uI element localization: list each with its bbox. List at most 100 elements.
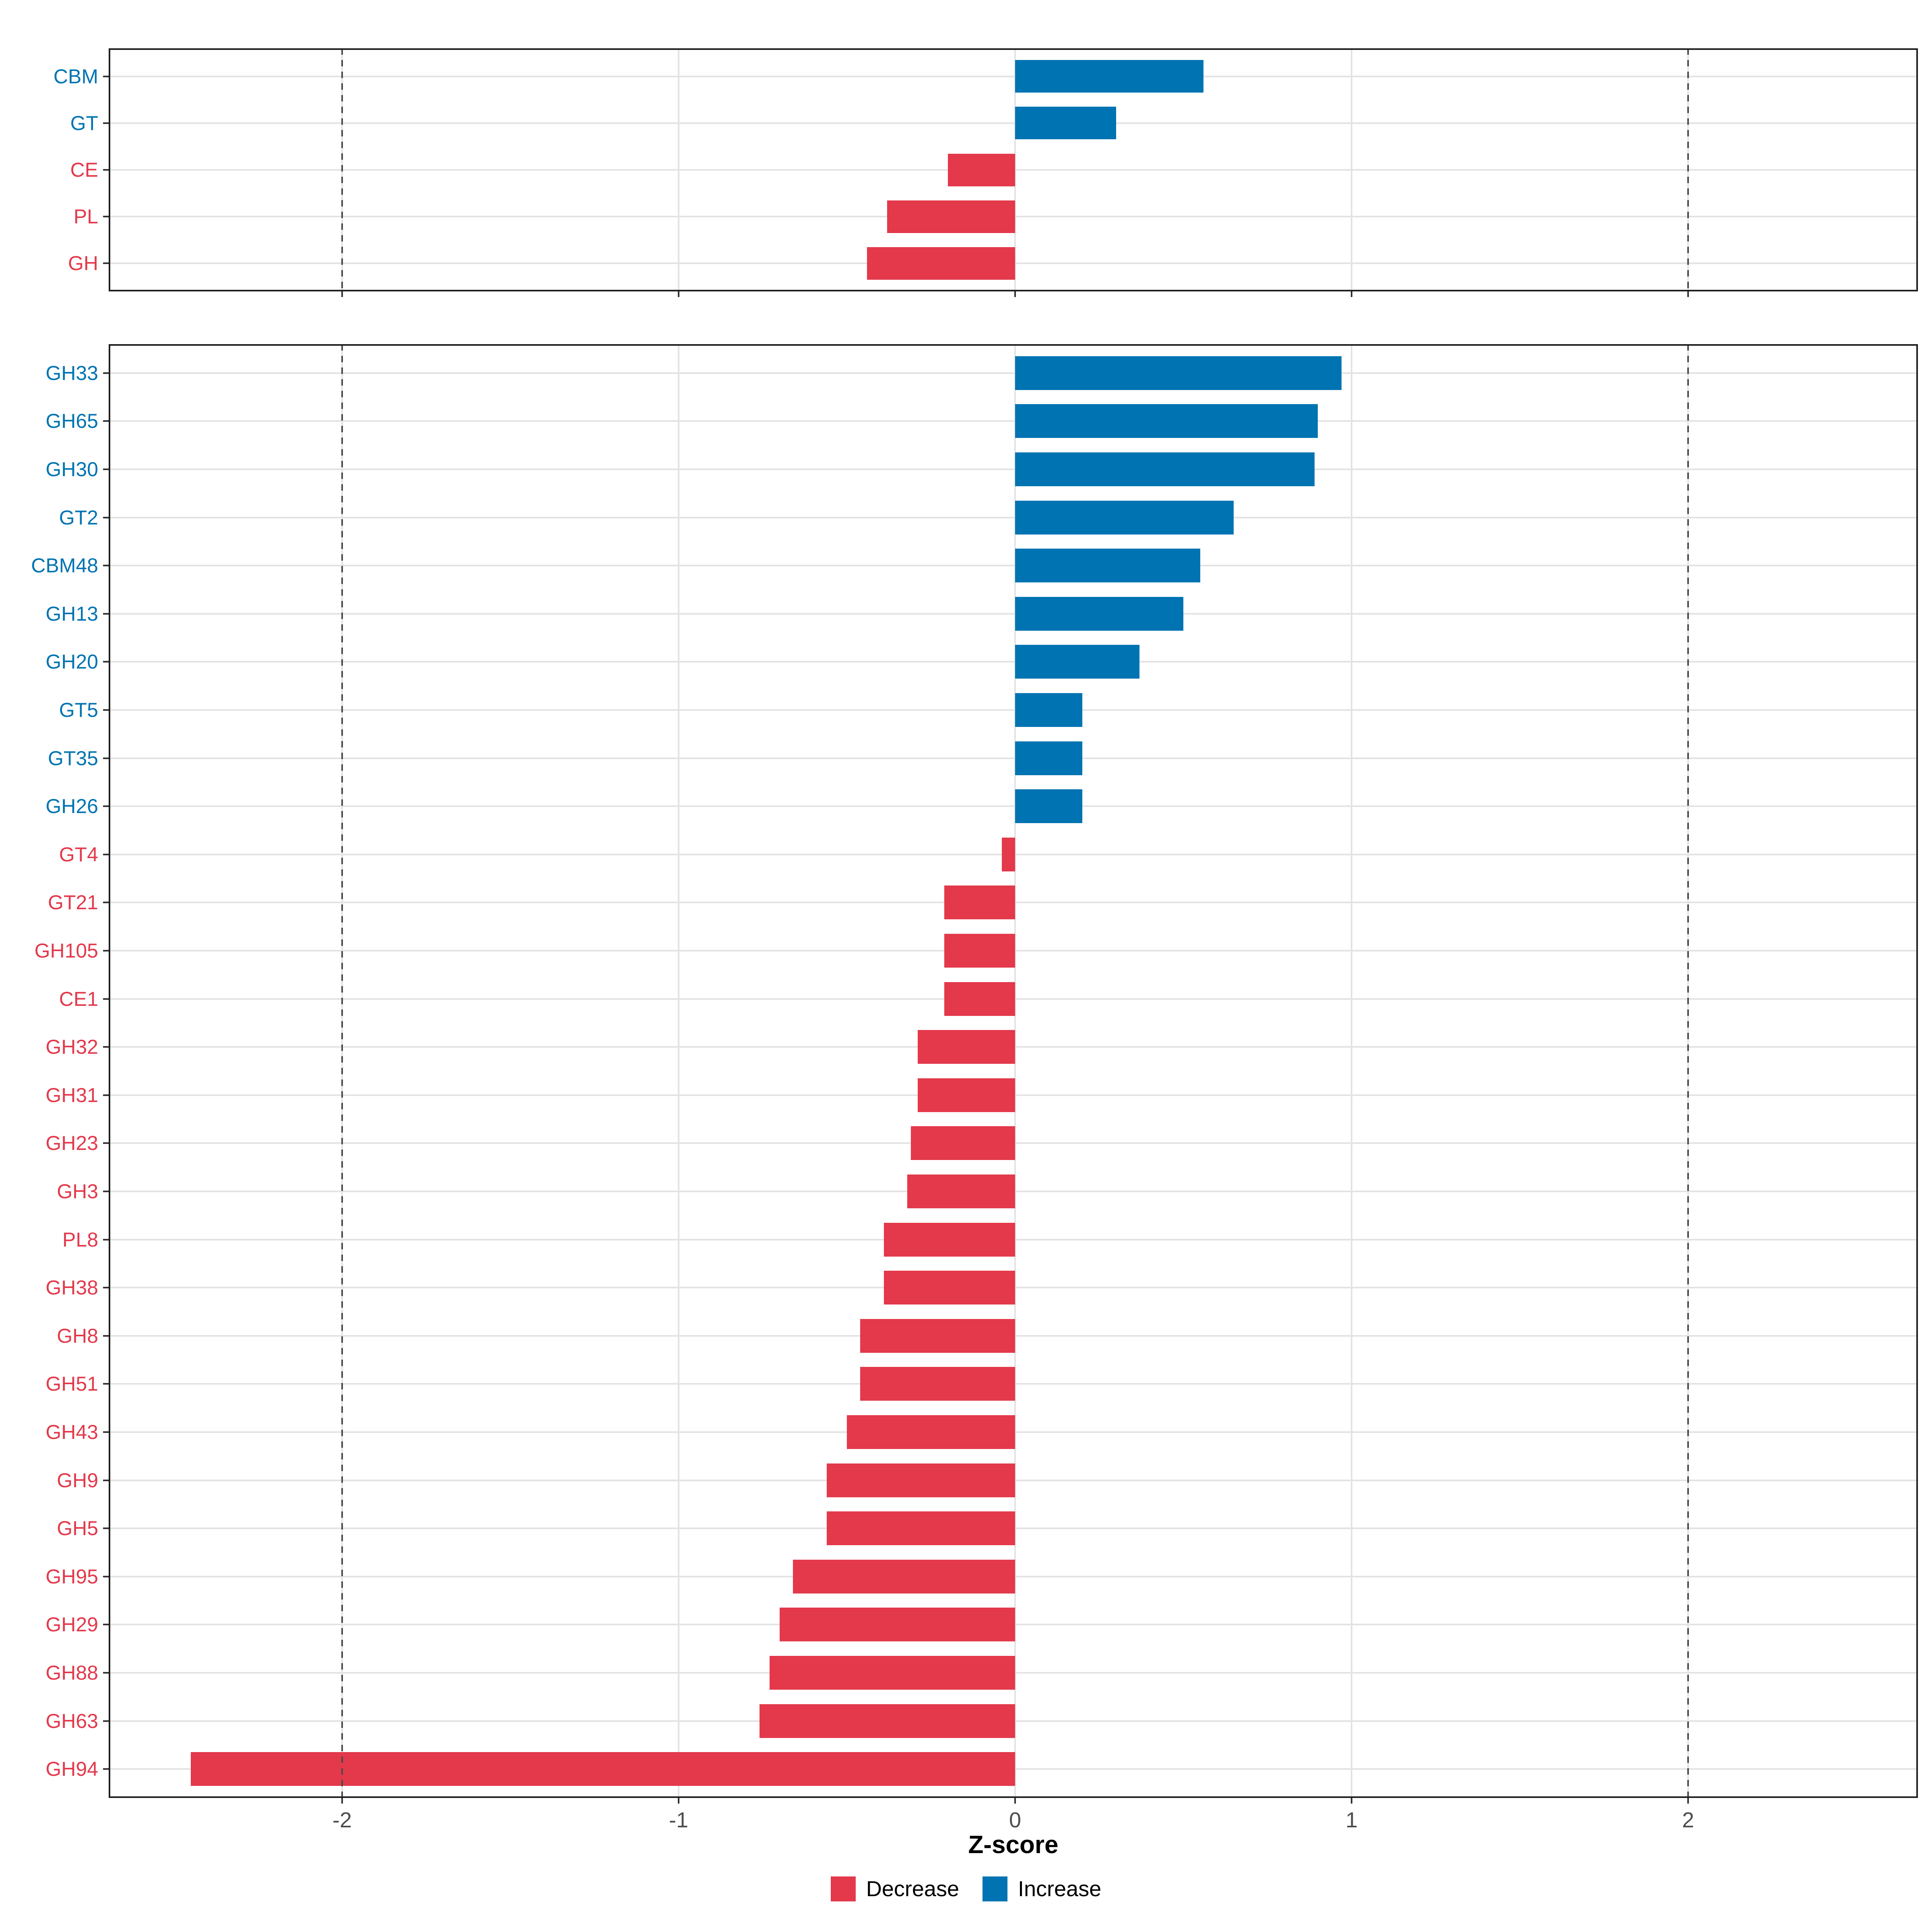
bar-GH51 [860, 1367, 1015, 1401]
category-label-GH26: GH26 [45, 795, 98, 818]
x-axis-tick [1351, 1798, 1352, 1804]
y-gridline [109, 661, 1918, 663]
bar-PL [887, 200, 1015, 233]
x-axis-tick [1687, 291, 1689, 297]
bar-GH5 [826, 1511, 1015, 1545]
bar-GT [1015, 107, 1116, 139]
y-axis-tick [103, 565, 109, 567]
y-axis-tick [103, 122, 109, 124]
decrease-swatch-icon [830, 1876, 856, 1901]
category-label-GH105: GH105 [34, 939, 98, 962]
bar-CE [947, 154, 1015, 186]
bar-GH13 [1015, 597, 1183, 631]
y-axis-tick [103, 709, 109, 711]
x-axis-title: Z-score [968, 1831, 1059, 1859]
category-label-CE1: CE1 [59, 987, 98, 1010]
y-gridline [109, 757, 1918, 759]
y-axis-tick [103, 1142, 109, 1144]
bar-GT21 [944, 886, 1015, 919]
bar-GT35 [1015, 741, 1083, 775]
y-axis-tick [103, 1575, 109, 1577]
reference-line [1687, 344, 1689, 1798]
category-label-GH43: GH43 [45, 1421, 98, 1444]
bar-GH8 [860, 1319, 1015, 1353]
category-label-GT4: GT4 [59, 843, 98, 866]
category-label-GH51: GH51 [45, 1373, 98, 1395]
y-axis-tick [103, 1335, 109, 1337]
bar-GH63 [759, 1704, 1015, 1738]
y-axis-tick [103, 169, 109, 171]
bar-GH23 [910, 1126, 1015, 1160]
increase-swatch-icon [982, 1876, 1007, 1901]
y-axis-tick [103, 75, 109, 77]
legend-item-increase: Increase [982, 1876, 1102, 1901]
category-label-GH32: GH32 [45, 1036, 98, 1059]
category-label-GH38: GH38 [45, 1276, 98, 1299]
x-axis-tick [341, 291, 343, 297]
y-gridline [109, 372, 1918, 374]
y-axis-tick [103, 1624, 109, 1626]
y-gridline [109, 75, 1918, 77]
y-axis-tick [103, 1191, 109, 1192]
bar-CBM48 [1015, 549, 1200, 582]
legend-label-increase: Increase [1018, 1877, 1102, 1901]
y-axis-tick [103, 1720, 109, 1722]
y-gridline [109, 613, 1918, 615]
y-gridline [109, 805, 1918, 807]
y-axis-tick [103, 661, 109, 663]
y-gridline [109, 122, 1918, 124]
bar-GH20 [1015, 645, 1140, 679]
x-tick-label-0: 0 [1009, 1808, 1022, 1832]
bar-GH88 [769, 1656, 1015, 1690]
category-label-GH31: GH31 [45, 1084, 98, 1106]
bar-GT5 [1015, 693, 1083, 727]
x-gridline [1014, 344, 1016, 1798]
bar-GH95 [793, 1560, 1015, 1593]
category-label-GH3: GH3 [57, 1180, 98, 1203]
category-label-GH95: GH95 [45, 1565, 98, 1588]
y-axis-tick [103, 998, 109, 1000]
y-axis-tick [103, 1094, 109, 1096]
bar-GH65 [1015, 404, 1318, 438]
y-axis-tick [103, 902, 109, 904]
category-label-PL: PL [73, 205, 98, 228]
bar-CBM [1015, 60, 1204, 93]
bottom-panel-border [109, 344, 1918, 1798]
category-label-PL8: PL8 [62, 1228, 98, 1251]
y-axis-tick [103, 949, 109, 952]
bar-GH32 [917, 1030, 1015, 1064]
x-tick-label-1: 1 [1345, 1808, 1358, 1832]
reference-line [1687, 48, 1689, 291]
y-axis-tick [103, 1768, 109, 1770]
x-axis-tick [341, 1798, 343, 1804]
y-gridline [109, 516, 1918, 518]
x-gridline [1351, 344, 1352, 1798]
category-label-GH29: GH29 [45, 1613, 98, 1636]
reference-line [341, 344, 343, 1798]
x-axis-tick [1014, 291, 1016, 297]
bar-GH30 [1015, 452, 1315, 486]
legend-label-decrease: Decrease [866, 1877, 959, 1901]
y-axis-tick [103, 420, 109, 422]
y-axis-tick [103, 1672, 109, 1674]
y-axis-tick [103, 853, 109, 855]
bar-GT4 [1001, 838, 1015, 871]
category-label-GH63: GH63 [45, 1709, 98, 1732]
y-axis-tick [103, 805, 109, 807]
y-gridline [109, 420, 1918, 422]
y-axis-tick [103, 1479, 109, 1481]
x-tick-label-2: 2 [1682, 1808, 1695, 1832]
y-axis-tick [103, 613, 109, 615]
x-axis-tick [1687, 1798, 1689, 1804]
bar-PL8 [883, 1223, 1015, 1257]
y-axis-tick [103, 1431, 109, 1433]
y-axis-tick [103, 757, 109, 759]
category-label-GT: GT [70, 111, 98, 134]
y-axis-tick [103, 516, 109, 518]
reference-line [341, 48, 343, 291]
x-axis-tick [678, 1798, 679, 1804]
x-tick-label--2: -2 [332, 1808, 352, 1832]
x-axis-tick [1351, 291, 1352, 297]
bar-GH26 [1015, 789, 1083, 823]
